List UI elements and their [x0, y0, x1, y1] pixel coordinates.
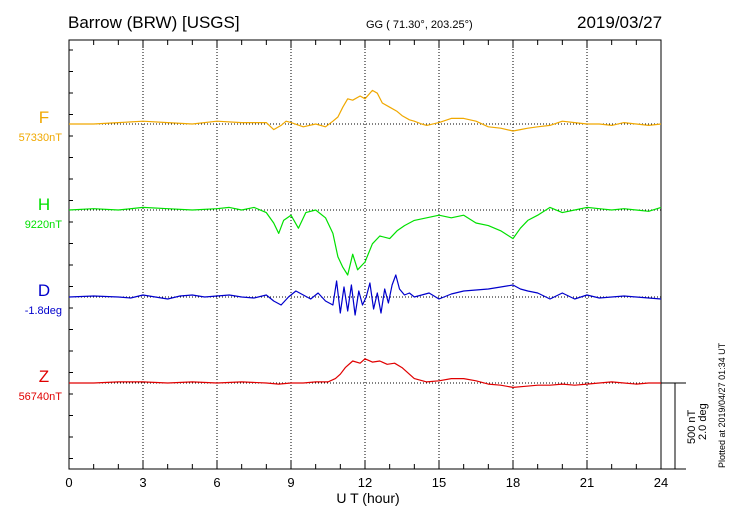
x-tick-label: 0 — [65, 475, 72, 490]
x-tick-label: 18 — [506, 475, 520, 490]
traces — [68, 89, 662, 388]
plotted-timestamp: Plotted at 2019/04/27 01:34 UT — [717, 342, 727, 468]
x-tick-label: 15 — [432, 475, 446, 490]
channel-label-h: H — [38, 195, 50, 214]
channel-label-f: F — [39, 108, 49, 127]
trace-f — [69, 89, 662, 132]
baseline-value-d: -1.8deg — [25, 305, 62, 317]
x-tick-label: 21 — [580, 475, 594, 490]
baseline-value-z: 56740nT — [19, 391, 63, 403]
trace-d — [68, 274, 662, 316]
x-tick-labels: 0 3 6 9 12 15 18 21 24 — [65, 475, 668, 490]
trace-h — [68, 206, 662, 276]
x-tick-label: 6 — [213, 475, 220, 490]
x-tick-label: 24 — [654, 475, 668, 490]
scale-deg-label: 2.0 deg — [697, 403, 709, 440]
chart-date: 2019/03/27 — [577, 13, 662, 32]
scale-nt-label: 500 nT — [686, 409, 698, 444]
axis-ticks — [68, 40, 662, 469]
grid-lines — [69, 40, 661, 469]
channel-label-z: Z — [39, 367, 49, 386]
scale-bar — [661, 382, 686, 470]
channel-labels: F 57330nT H 9220nT D -1.8deg Z 56740nT — [19, 108, 63, 403]
x-tick-label: 3 — [139, 475, 146, 490]
channel-label-d: D — [38, 281, 50, 300]
x-tick-label: 9 — [287, 475, 294, 490]
plot-frame — [68, 39, 662, 470]
trace-z — [69, 358, 661, 388]
station-coords: GG ( 71.30°, 203.25°) — [366, 19, 473, 31]
station-title: Barrow (BRW) [USGS] — [68, 13, 240, 32]
x-tick-label: 12 — [358, 475, 372, 490]
x-axis-label: U T (hour) — [336, 490, 399, 506]
baseline-value-h: 9220nT — [25, 219, 63, 231]
baseline-value-f: 57330nT — [19, 132, 63, 144]
